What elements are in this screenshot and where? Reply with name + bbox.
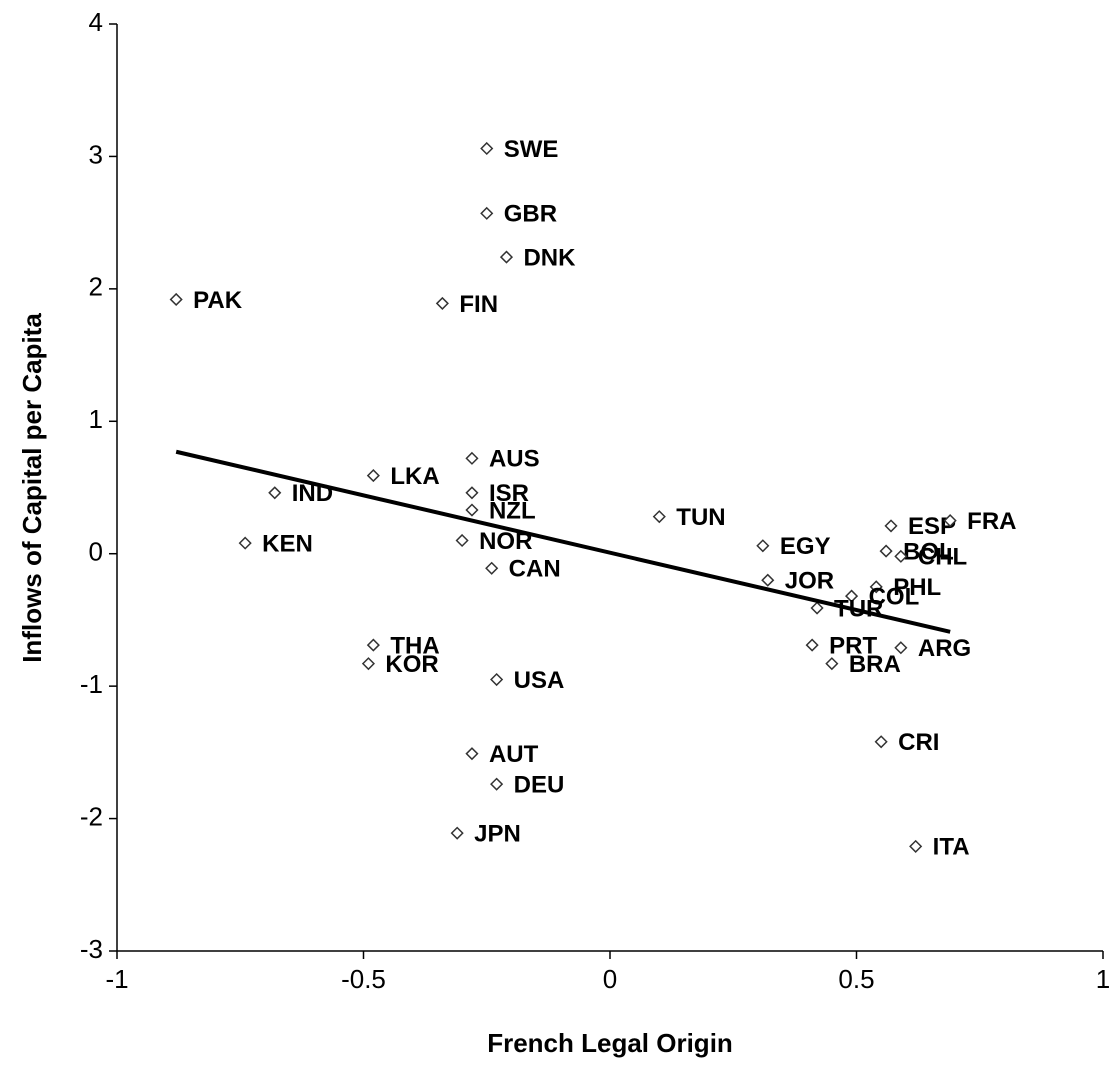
data-point bbox=[465, 451, 479, 465]
data-point bbox=[894, 549, 908, 563]
point-label: DEU bbox=[514, 771, 565, 798]
y-axis-title: Inflows of Capital per Capita bbox=[17, 313, 47, 663]
data-point bbox=[455, 533, 469, 548]
data-point bbox=[761, 573, 775, 587]
data-point bbox=[485, 561, 499, 575]
x-tick-label: 1 bbox=[1096, 964, 1109, 994]
point-label: SWE bbox=[504, 136, 559, 163]
data-point bbox=[810, 601, 824, 615]
point-label: EGY bbox=[780, 533, 831, 560]
x-tick-label: 0.5 bbox=[838, 964, 874, 994]
point-label: COL bbox=[869, 583, 920, 610]
point-label: LKA bbox=[390, 463, 439, 490]
data-point bbox=[909, 839, 923, 853]
data-point bbox=[435, 296, 449, 310]
data-point bbox=[490, 777, 504, 791]
point-label: FIN bbox=[459, 291, 498, 318]
data-point bbox=[894, 641, 908, 655]
y-tick-label: 3 bbox=[89, 139, 103, 169]
point-label: CHL bbox=[918, 544, 967, 571]
point-label: AUS bbox=[489, 446, 540, 473]
data-point bbox=[756, 539, 770, 553]
data-point bbox=[366, 469, 380, 483]
point-label: CAN bbox=[509, 556, 561, 583]
data-point bbox=[845, 589, 859, 603]
trend-line bbox=[175, 449, 951, 634]
data-point bbox=[869, 580, 883, 594]
y-tick-label: 2 bbox=[89, 272, 103, 302]
data-point bbox=[465, 486, 479, 500]
y-tick-label: -2 bbox=[80, 801, 103, 831]
data-point bbox=[943, 514, 957, 528]
point-label: FRA bbox=[967, 508, 1016, 535]
point-label: ISR bbox=[489, 480, 529, 507]
point-label: JOR bbox=[785, 568, 834, 595]
point-label: KEN bbox=[262, 530, 313, 557]
point-label: BRA bbox=[849, 651, 901, 678]
x-axis-title: French Legal Origin bbox=[487, 1028, 733, 1058]
point-label: ITA bbox=[933, 834, 970, 861]
point-label: USA bbox=[514, 667, 565, 694]
y-tick-label: 0 bbox=[89, 537, 103, 567]
point-label: GBR bbox=[504, 201, 557, 228]
y-tick-label: -1 bbox=[80, 669, 103, 699]
data-point bbox=[879, 544, 893, 558]
point-label: THA bbox=[390, 632, 439, 659]
data-point bbox=[465, 503, 479, 517]
y-tick-label: -3 bbox=[80, 934, 103, 964]
point-label: KOR bbox=[385, 651, 438, 678]
data-point bbox=[874, 735, 888, 749]
point-label: TUN bbox=[676, 504, 725, 531]
data-point bbox=[805, 638, 819, 652]
point-label: PRT bbox=[829, 632, 877, 659]
data-point bbox=[825, 657, 839, 671]
data-point bbox=[480, 141, 494, 156]
x-tick-label: -0.5 bbox=[341, 964, 386, 994]
point-label: JPN bbox=[474, 820, 521, 847]
x-tick-label: 0 bbox=[603, 964, 617, 994]
point-label: PAK bbox=[193, 287, 243, 314]
data-point bbox=[268, 486, 282, 500]
data-point bbox=[499, 250, 514, 264]
data-point bbox=[480, 206, 494, 220]
data-point bbox=[169, 292, 183, 307]
y-tick-label: 4 bbox=[89, 7, 103, 37]
data-point bbox=[652, 510, 666, 524]
data-point bbox=[238, 536, 252, 550]
data-point bbox=[490, 672, 504, 687]
point-label: NZL bbox=[489, 497, 536, 524]
data-point bbox=[465, 747, 479, 761]
data-point bbox=[450, 826, 464, 840]
point-label: ARG bbox=[918, 635, 971, 662]
point-label: DNK bbox=[523, 244, 576, 271]
point-label: BOL bbox=[903, 538, 954, 565]
y-tick-label: 1 bbox=[89, 404, 103, 434]
data-point bbox=[361, 657, 375, 671]
data-point bbox=[884, 519, 898, 533]
data-point bbox=[366, 638, 380, 652]
x-tick-label: -1 bbox=[105, 964, 128, 994]
point-label: AUT bbox=[489, 741, 539, 768]
point-label: CRI bbox=[898, 729, 939, 756]
point-label: PHL bbox=[893, 574, 941, 601]
